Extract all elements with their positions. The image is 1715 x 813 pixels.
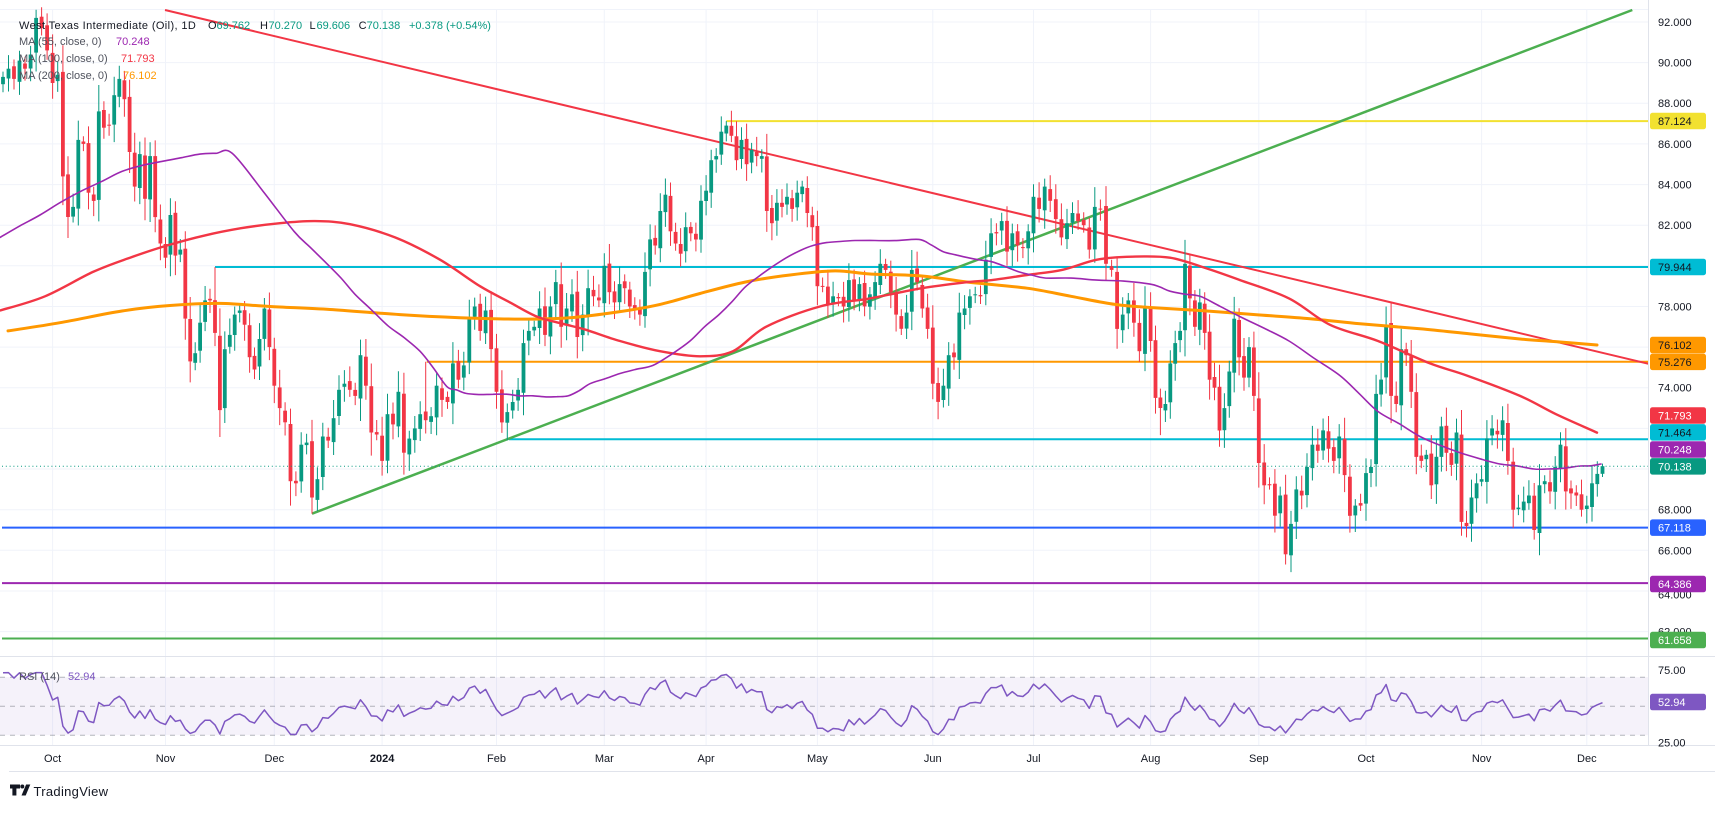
- svg-text:71.464: 71.464: [1658, 427, 1692, 439]
- svg-text:68.000: 68.000: [1658, 505, 1692, 517]
- svg-text:TradingView: TradingView: [34, 784, 109, 799]
- svg-text:+0.378 (+0.54%): +0.378 (+0.54%): [409, 20, 491, 32]
- svg-text:52.94: 52.94: [68, 671, 96, 683]
- svg-text:Nov: Nov: [1472, 753, 1492, 765]
- svg-text:67.118: 67.118: [1658, 523, 1691, 535]
- svg-text:Jun: Jun: [924, 753, 942, 765]
- svg-text:70.248: 70.248: [1658, 445, 1692, 457]
- svg-text:L: L: [310, 20, 316, 32]
- svg-text:70.248: 70.248: [116, 36, 150, 48]
- svg-text:70.138: 70.138: [1658, 461, 1692, 473]
- svg-text:76.102: 76.102: [1658, 340, 1692, 352]
- svg-text:MA (55, close, 0): MA (55, close, 0): [19, 36, 102, 48]
- svg-text:RSI (14): RSI (14): [19, 671, 60, 683]
- svg-text:70.270: 70.270: [269, 20, 303, 32]
- svg-text:52.94: 52.94: [1658, 697, 1686, 709]
- svg-text:MA (200, close, 0): MA (200, close, 0): [19, 70, 108, 82]
- svg-text:Dec: Dec: [265, 753, 285, 765]
- svg-text:Oct: Oct: [44, 753, 61, 765]
- svg-text:Jul: Jul: [1026, 753, 1040, 765]
- svg-text:66.000: 66.000: [1658, 545, 1692, 557]
- svg-text:86.000: 86.000: [1658, 139, 1692, 151]
- svg-text:C: C: [359, 20, 367, 32]
- svg-text:25.00: 25.00: [1658, 738, 1686, 750]
- svg-text:79.944: 79.944: [1658, 262, 1692, 274]
- svg-text:76.102: 76.102: [123, 70, 157, 82]
- svg-text:87.124: 87.124: [1658, 116, 1692, 128]
- svg-text:92.000: 92.000: [1658, 17, 1692, 29]
- svg-text:MA (100, close, 0): MA (100, close, 0): [19, 53, 108, 65]
- svg-text:74.000: 74.000: [1658, 383, 1692, 395]
- svg-text:Mar: Mar: [595, 753, 614, 765]
- svg-text:70.138: 70.138: [367, 20, 401, 32]
- svg-text:71.793: 71.793: [121, 53, 155, 65]
- svg-text:Sep: Sep: [1249, 753, 1269, 765]
- svg-text:75.276: 75.276: [1658, 357, 1692, 369]
- svg-text:May: May: [807, 753, 828, 765]
- svg-text:O: O: [208, 20, 217, 32]
- svg-text:69.606: 69.606: [317, 20, 351, 32]
- svg-text:2024: 2024: [370, 753, 395, 765]
- svg-text:Feb: Feb: [487, 753, 506, 765]
- svg-text:West Texas Intermediate (Oil),: West Texas Intermediate (Oil), 1D: [19, 20, 196, 32]
- svg-text:71.793: 71.793: [1658, 411, 1692, 423]
- svg-text:64.386: 64.386: [1658, 579, 1692, 591]
- svg-text:Apr: Apr: [698, 753, 715, 765]
- svg-text:Aug: Aug: [1141, 753, 1161, 765]
- svg-text:90.000: 90.000: [1658, 58, 1692, 70]
- svg-text:69.762: 69.762: [217, 20, 251, 32]
- svg-text:Nov: Nov: [156, 753, 176, 765]
- svg-text:Oct: Oct: [1357, 753, 1374, 765]
- svg-text:Dec: Dec: [1577, 753, 1597, 765]
- svg-text:78.000: 78.000: [1658, 301, 1692, 313]
- svg-text:84.000: 84.000: [1658, 180, 1692, 192]
- svg-text:75.00: 75.00: [1658, 665, 1686, 677]
- svg-text:H: H: [260, 20, 268, 32]
- svg-text:82.000: 82.000: [1658, 220, 1692, 232]
- svg-text:88.000: 88.000: [1658, 98, 1692, 110]
- svg-text:61.658: 61.658: [1658, 635, 1692, 647]
- svg-text:64.000: 64.000: [1658, 590, 1692, 602]
